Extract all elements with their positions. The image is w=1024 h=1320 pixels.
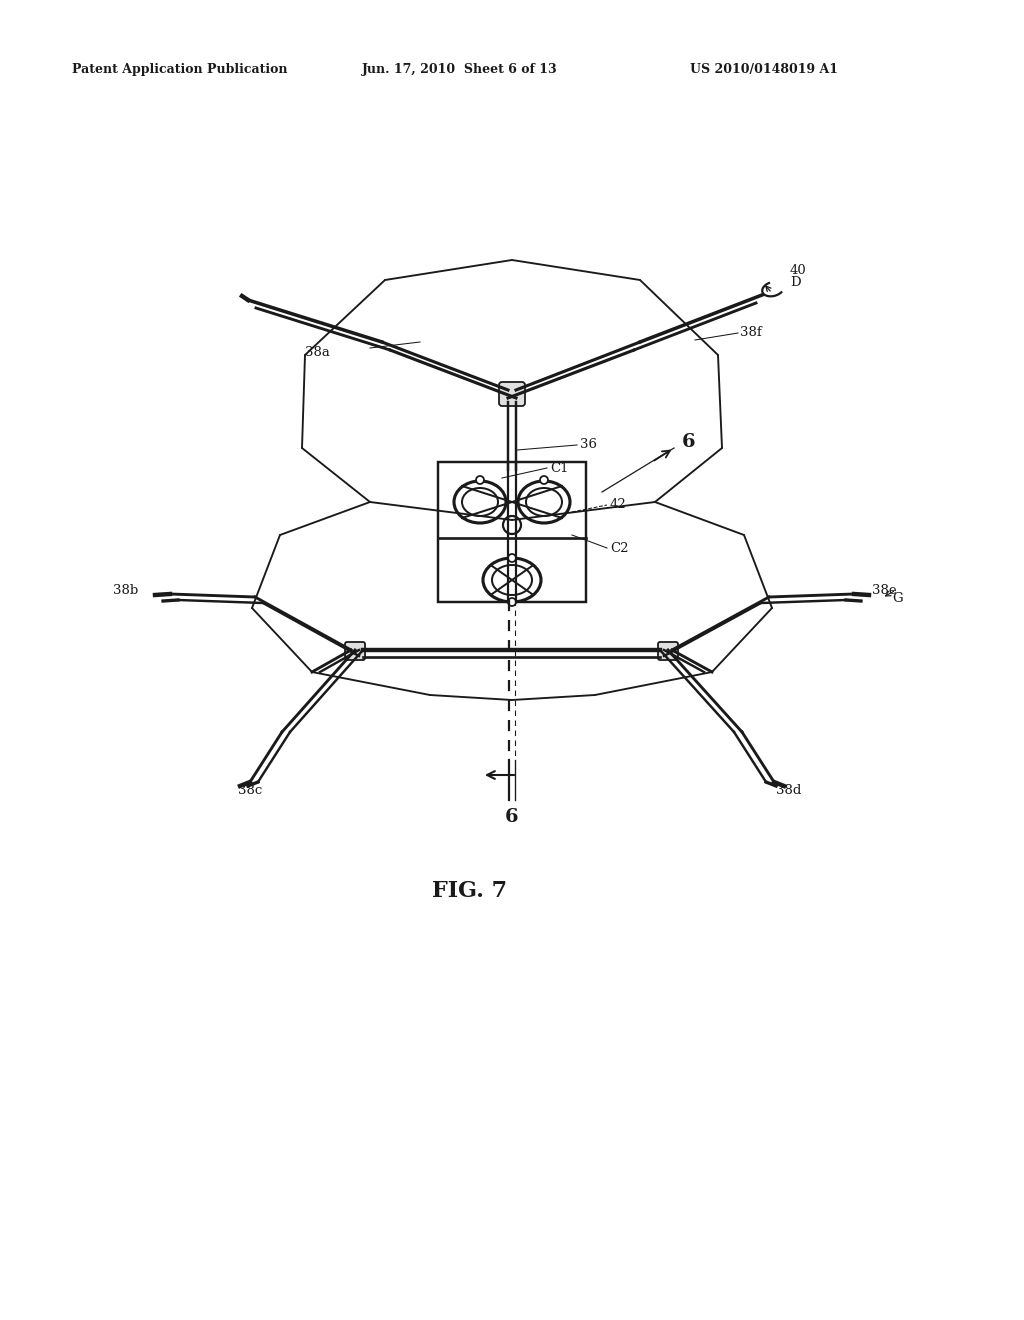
Text: 38d: 38d [776,784,802,796]
Text: 42: 42 [610,499,627,511]
Text: 38e: 38e [872,583,897,597]
Text: 38c: 38c [238,784,262,796]
Text: 6: 6 [505,808,519,826]
Text: 38a: 38a [305,346,330,359]
Text: FIG. 7: FIG. 7 [432,880,508,902]
FancyBboxPatch shape [658,642,678,660]
Text: G: G [892,591,902,605]
Text: Patent Application Publication: Patent Application Publication [72,63,288,77]
Text: 6: 6 [682,433,695,451]
Bar [438,462,586,602]
Text: Jun. 17, 2010  Sheet 6 of 13: Jun. 17, 2010 Sheet 6 of 13 [362,63,558,77]
Circle shape [503,516,521,535]
Circle shape [540,477,548,484]
Circle shape [508,554,516,562]
Text: US 2010/0148019 A1: US 2010/0148019 A1 [690,63,838,77]
FancyBboxPatch shape [499,381,525,407]
Text: 38f: 38f [740,326,762,338]
Text: C1: C1 [550,462,568,474]
Text: 36: 36 [580,438,597,451]
Text: D: D [790,276,801,289]
Text: 40: 40 [790,264,807,276]
Circle shape [476,477,484,484]
Text: C2: C2 [610,541,629,554]
FancyBboxPatch shape [345,642,365,660]
Circle shape [508,598,516,606]
Text: 38b: 38b [113,583,138,597]
